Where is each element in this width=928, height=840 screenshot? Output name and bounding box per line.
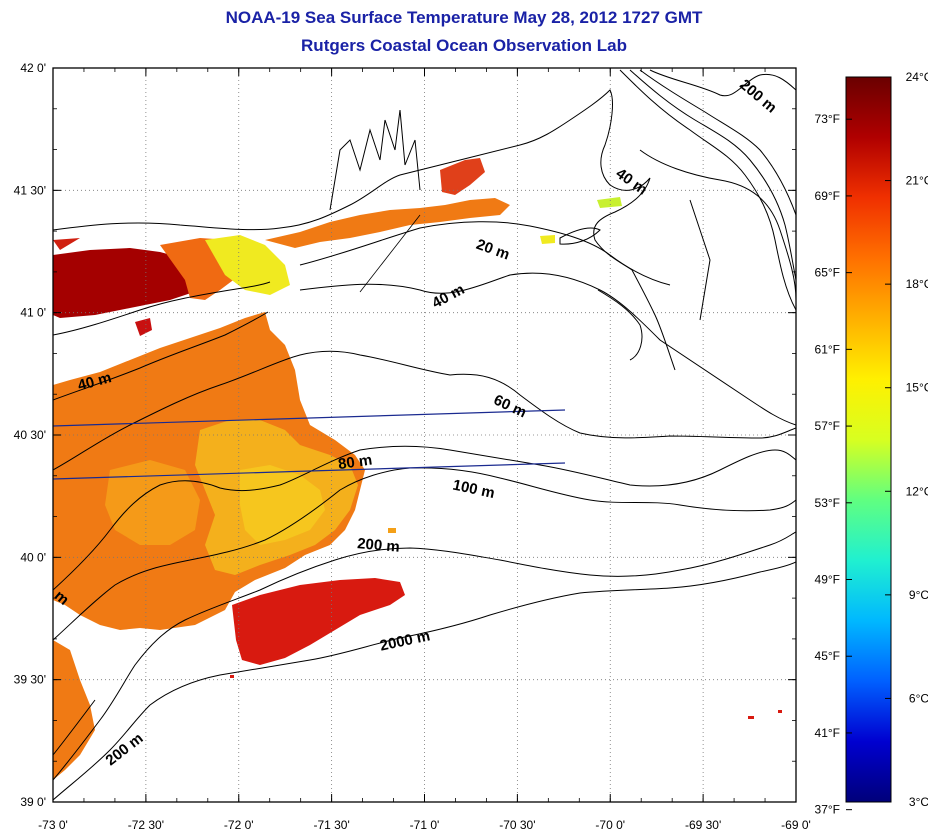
transect-line-north [53,409,566,427]
sst-patch-sound-yellow [205,235,290,295]
isobath-georges-inner [629,69,796,281]
colorbar [845,76,892,803]
sst-patch-warm-eddy [232,578,405,665]
isobath-200m-north [649,69,796,97]
lat-tick-label: 41 0' [20,306,46,320]
lat-tick-label: 42 0' [20,61,46,75]
sst-patch-ri-red [440,158,485,195]
map-axes: -73 0' -72 30' -72 0' -71 30' -71 0' -70 30' -… [14,61,811,832]
sst-patch-dot-1 [748,716,754,719]
celsius-tick-label: 15°C [906,381,928,395]
fahrenheit-tick-label: 53°F [815,496,840,510]
lon-tick-label: -73 0' [38,818,68,832]
lon-tick-label: -71 30' [313,818,349,832]
fahrenheit-tick-label: 57°F [815,419,840,433]
transect-line-south [53,462,566,480]
isobath-200m [53,531,796,781]
coastline-monomoy [689,199,711,321]
coastline-long-island [53,281,271,336]
isobath-label: 20 m [474,236,512,264]
sst-patch-sound-darkred [53,248,210,318]
isobath-label: 100 m [451,477,496,502]
sst-patch-dot-2 [778,710,782,713]
lat-tick-label: 39 30' [14,673,46,687]
isobath-georges-outer [639,69,796,216]
isobath-label: 2000 m [378,627,431,654]
coastline-cape-cod [631,269,676,371]
sst-patch-ri-coast [265,198,510,248]
coastline-new-england [53,89,651,271]
isobath-west-deep [53,699,96,756]
fahrenheit-tick-label: 49°F [815,573,840,587]
celsius-tick-label: 6°C [909,691,928,705]
lat-tick-label: 39 0' [20,795,46,809]
sst-patch-west-strip [53,640,95,780]
isobath-label: 200 m [357,535,401,556]
isobath-nantucket-shoals [619,69,796,311]
coastline-nantucket [597,289,643,361]
celsius-tick-label: 21°C [906,174,928,188]
lat-tick-label: 40 0' [20,550,46,564]
isobath-2000m [53,561,796,801]
fahrenheit-tick-label: 41°F [815,726,840,740]
lon-tick-label: -70 30' [499,818,535,832]
celsius-tick-label: 18°C [906,277,928,291]
map-subtitle: Rutgers Coastal Ocean Observation Lab [301,36,627,55]
colorbar-ticks: 24°C 21°C 18°C 15°C 12°C 9°C 6°C 3°C 73°F 69°F 65°… [815,70,928,817]
sst-patch-lime [597,197,622,208]
celsius-tick-label: 24°C [906,70,928,84]
sst-patch-sound-red [53,238,80,250]
isobath-label: 80 m [337,452,373,474]
sst-patch-shelf-lightyellow [240,465,325,545]
isobath-80m [53,445,796,591]
celsius-tick-label: 9°C [909,588,928,602]
sst-patch-dot-3 [230,675,234,678]
transect-lines [53,214,566,480]
lon-tick-label: -72 0' [224,818,254,832]
isobath-label: 60 m [491,392,529,422]
celsius-tick-label: 3°C [909,795,928,809]
fahrenheit-tick-label: 73°F [815,112,840,126]
contour-lines [53,69,796,801]
fahrenheit-tick-label: 69°F [815,189,840,203]
isobath-label: 40 m [613,165,651,199]
sst-field [53,158,782,780]
coastline-bays [329,109,421,211]
lon-tick-label: -69 30' [685,818,721,832]
isobath-40m-east [639,149,796,301]
isobath-20m [299,221,671,286]
lon-tick-label: -69 0' [781,818,811,832]
fahrenheit-tick-label: 37°F [815,803,840,817]
isobath-label: 200 m [103,730,147,770]
lon-tick-label: -70 0' [595,818,625,832]
isobath-label: 200 m [736,76,780,116]
fahrenheit-tick-label: 61°F [815,342,840,356]
coastline-islands [559,227,601,245]
isobath-40m-north [299,272,796,426]
isobath-label: 40 m [429,281,467,312]
sst-patch-dot-4 [388,528,396,533]
fahrenheit-tick-label: 45°F [815,649,840,663]
sst-patch-yellow-dot [540,235,555,244]
lat-tick-label: 41 30' [14,183,46,197]
celsius-tick-label: 12°C [906,484,928,498]
sst-patch-small-red [135,318,152,336]
fahrenheit-tick-label: 65°F [815,266,840,280]
isobath-40m-shelf [53,311,269,401]
map-title: NOAA-19 Sea Surface Temperature May 28, … [225,8,703,27]
sst-patch-shelf-light [105,460,200,545]
lat-tick-label: 40 30' [14,428,46,442]
lon-tick-label: -71 0' [410,818,440,832]
isobath-60m [53,350,796,471]
lon-tick-label: -72 30' [128,818,164,832]
transect-line-diagonal [359,214,421,293]
